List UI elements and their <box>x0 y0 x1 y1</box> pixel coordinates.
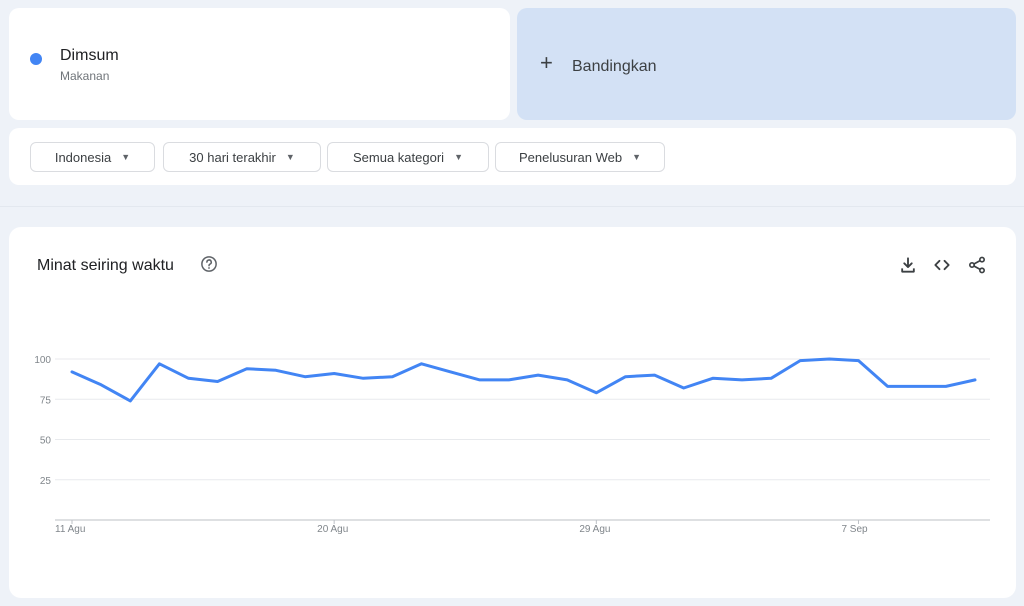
filter-bar: Indonesia ▼ 30 hari terakhir ▼ Semua kat… <box>9 128 1016 185</box>
y-tick-label: 50 <box>40 436 52 447</box>
x-tick-label: 29 Agu <box>579 524 610 535</box>
y-tick-label: 100 <box>34 355 51 366</box>
download-icon[interactable] <box>898 255 918 275</box>
term-name: Dimsum <box>60 47 119 64</box>
time-range-filter[interactable]: 30 hari terakhir ▼ <box>163 142 321 172</box>
region-filter-label: Indonesia <box>54 149 112 165</box>
region-filter[interactable]: Indonesia ▼ <box>30 142 155 172</box>
dropdown-arrow-icon: ▼ <box>632 152 642 162</box>
compare-button[interactable]: + Bandingkan <box>517 8 1016 120</box>
term-category: Makanan <box>60 69 110 83</box>
time-range-filter-label: 30 hari terakhir <box>189 149 276 165</box>
section-divider <box>0 206 1024 207</box>
y-tick-label: 25 <box>40 476 52 487</box>
x-tick-label: 20 Agu <box>317 524 348 535</box>
search-type-filter[interactable]: Penelusuran Web ▼ <box>495 142 665 172</box>
search-type-filter-label: Penelusuran Web <box>518 149 623 165</box>
y-tick-label: 75 <box>40 395 52 406</box>
compare-label: Bandingkan <box>572 58 657 75</box>
x-tick-label: 7 Sep <box>841 524 868 535</box>
plus-icon: + <box>540 50 553 75</box>
help-icon[interactable] <box>200 255 218 273</box>
category-filter[interactable]: Semua kategori ▼ <box>327 142 489 172</box>
dropdown-arrow-icon: ▼ <box>454 152 463 162</box>
dropdown-arrow-icon: ▼ <box>285 152 295 162</box>
series-line <box>70 357 977 403</box>
term-color-dot <box>30 53 42 65</box>
x-tick-label: 11 Agu <box>55 524 85 535</box>
line-chart: 25 50 75 100 11 Agu 20 Agu 29 Agu 7 Sep <box>34 355 990 535</box>
panel-title: Minat seiring waktu <box>37 257 174 274</box>
interest-over-time-panel: Minat seiring waktu 25 50 75 100 11 Agu 20 Ag… <box>9 227 1016 598</box>
dropdown-arrow-icon: ▼ <box>121 152 131 162</box>
search-term-card[interactable]: Dimsum Makanan <box>9 8 510 120</box>
share-icon[interactable] <box>967 255 987 275</box>
category-filter-label: Semua kategori <box>353 149 445 165</box>
embed-code-icon[interactable] <box>932 255 952 275</box>
